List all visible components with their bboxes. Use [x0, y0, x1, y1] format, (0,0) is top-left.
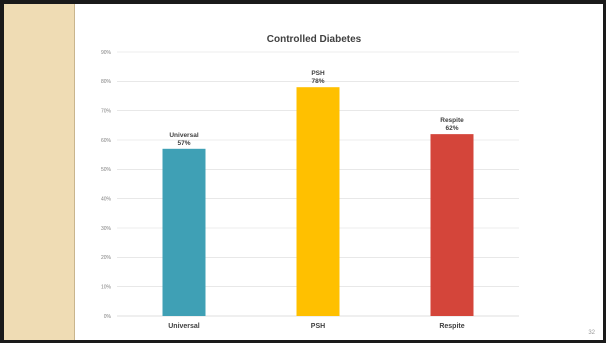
chart-title: Controlled Diabetes [267, 34, 362, 45]
x-tick-label: Universal [168, 323, 200, 330]
x-axis: Universal PSH Respite [168, 323, 465, 330]
data-label-value: 78% [311, 78, 324, 85]
x-tick-label: Respite [439, 323, 464, 330]
data-label-value: 57% [177, 140, 190, 147]
y-tick-label: 40% [101, 196, 112, 202]
bar-chart: Controlled Diabetes 0% 10% 20% 30% 40% 50% 60%… [101, 34, 519, 330]
page-number: 32 [588, 330, 595, 336]
y-tick-label: 10% [101, 284, 112, 290]
y-tick-label: 80% [101, 79, 112, 85]
y-tick-label: 20% [101, 255, 112, 261]
y-tick-label: 30% [101, 226, 112, 232]
data-label-name: Universal [169, 132, 198, 139]
x-tick-label: PSH [311, 323, 325, 330]
y-tick-label: 90% [101, 50, 112, 56]
bar-respite [430, 134, 474, 316]
data-label-name: PSH [311, 70, 325, 77]
data-label-name: Respite [440, 117, 464, 124]
slide: Controlled Diabetes 0% 10% 20% 30% 40% 50% 60%… [4, 4, 603, 340]
bar-universal [162, 148, 206, 316]
y-axis: 0% 10% 20% 30% 40% 50% 60% 70% 80% 90% [101, 50, 112, 320]
bar-psh [296, 87, 340, 316]
sidebar-divider [74, 4, 75, 340]
y-tick-label: 60% [101, 138, 112, 144]
bars [162, 87, 474, 316]
y-tick-label: 70% [101, 108, 112, 114]
y-tick-label: 0% [104, 314, 112, 320]
slide-sidebar-accent [4, 4, 74, 340]
data-label-value: 62% [445, 125, 458, 132]
y-tick-label: 50% [101, 167, 112, 173]
